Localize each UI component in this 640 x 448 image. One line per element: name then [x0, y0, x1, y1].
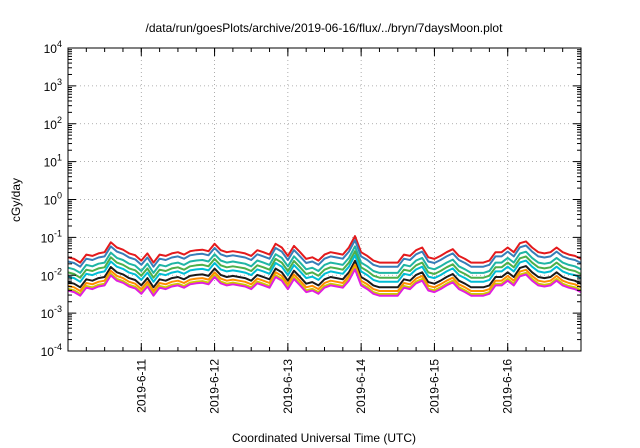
y-tick-label: 102	[44, 115, 62, 132]
y-tick-label: 101	[44, 153, 62, 170]
x-axis-ticks: 2019-6-11 2019-6-12 2019-6-13 2019-6-14 2019…	[67, 48, 582, 414]
series-line-9	[67, 268, 582, 297]
x-tick-label: 2019-6-11	[134, 359, 148, 413]
y-axis-ticks: 10-4 10-3 10-2 10-1 100 101 102 103 104	[41, 39, 581, 359]
series-line-7	[67, 263, 582, 292]
y-tick-label: 100	[44, 191, 62, 208]
chart-grid	[68, 48, 581, 351]
x-tick-label: 2019-6-13	[281, 359, 295, 414]
y-tick-label: 104	[44, 39, 62, 56]
x-tick-label: 2019-6-14	[354, 359, 368, 414]
series-layer	[67, 235, 582, 297]
series-line-4	[67, 250, 582, 279]
x-tick-label: 2019-6-12	[208, 359, 222, 414]
series-line-6	[67, 259, 582, 289]
y-tick-label: 10-1	[41, 228, 62, 245]
x-tick-label: 2019-6-15	[427, 359, 441, 414]
y-axis-label: cGy/day	[9, 178, 23, 222]
series-line-3	[67, 245, 582, 274]
y-tick-label: 10-2	[41, 266, 62, 283]
x-tick-label: 2019-6-16	[501, 359, 515, 414]
series-line-1	[67, 235, 582, 264]
y-tick-label: 10-3	[41, 304, 62, 321]
series-line-5	[67, 254, 582, 283]
y-tick-label: 103	[44, 77, 62, 94]
y-tick-label: 10-4	[41, 342, 62, 359]
series-line-2	[67, 239, 582, 268]
x-axis-label: Coordinated Universal Time (UTC)	[232, 431, 416, 445]
chart-title: /data/run/goesPlots/archive/2019-06-16/f…	[146, 21, 504, 35]
